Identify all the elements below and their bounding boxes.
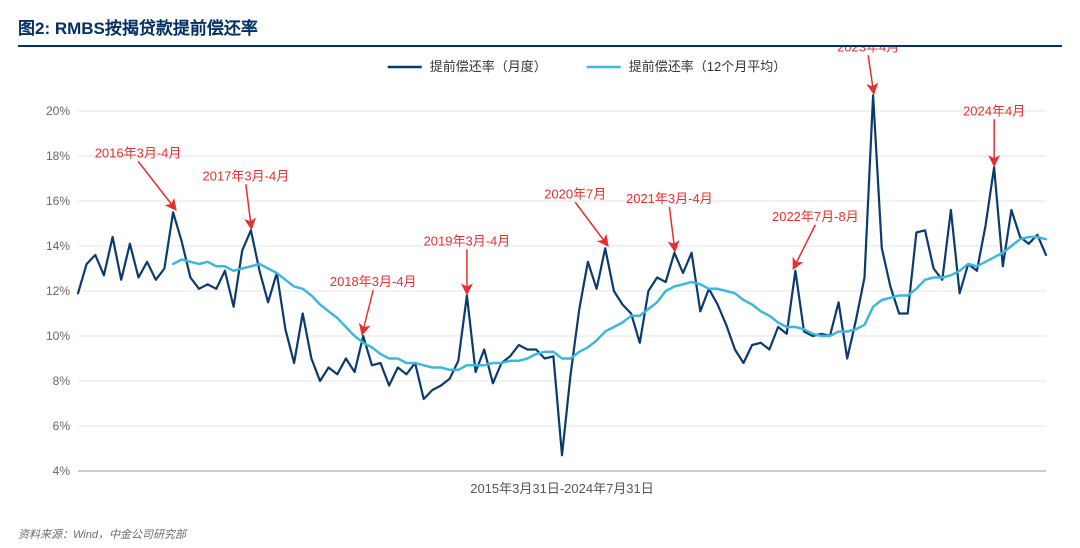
y-tick: 6% [53,419,1046,433]
svg-text:12%: 12% [46,284,70,298]
svg-text:8%: 8% [53,374,71,388]
series-avg12 [173,237,1046,370]
annotation-arrow [246,184,251,224]
y-tick: 14% [46,239,1046,253]
annotation-arrow [363,290,373,330]
annotation-label: 2020年7月 [544,186,606,201]
source-line: 资料来源：Wind，中金公司研究部 [18,526,186,542]
annotation-arrow [138,161,173,206]
annotation-label: 2016年3月-4月 [95,145,182,160]
y-tick: 8% [53,374,1046,388]
svg-text:18%: 18% [46,149,70,163]
annotation-arrow [669,207,674,247]
svg-text:10%: 10% [46,329,70,343]
series-monthly [78,95,1046,455]
annotation-label: 2019年3月-4月 [424,234,511,249]
legend-label: 提前偿还率（12个月平均） [629,59,786,74]
annotation-arrow [575,202,605,242]
annotation-label: 2024年4月 [963,103,1025,118]
chart-title: 图2: RMBS按揭贷款提前偿还率 [18,10,1062,47]
svg-text:4%: 4% [53,464,71,478]
legend-label: 提前偿还率（月度） [430,59,547,74]
annotation-arrow [868,55,873,89]
y-tick: 10% [46,329,1046,343]
annotation-label: 2023年4月 [837,47,899,54]
svg-text:16%: 16% [46,194,70,208]
legend: 提前偿还率（月度） 提前偿还率（12个月平均） [388,59,786,74]
chart-area: 4% 6% 8% 10% 12% 14% 16% 18% 20% 2015年3月31日-2024年… [18,47,1062,517]
annotation-label: 2022年7月-8月 [772,209,859,224]
x-axis-label: 2015年3月31日-2024年7月31日 [470,481,654,496]
svg-text:6%: 6% [53,419,71,433]
y-tick: 20% [46,104,1046,118]
y-tick: 18% [46,149,1046,163]
svg-text:14%: 14% [46,239,70,253]
annotation-label: 2021年3月-4月 [626,191,713,206]
svg-text:20%: 20% [46,104,70,118]
annotation-label: 2018年3月-4月 [330,274,417,289]
annotation-arrow [795,225,815,265]
annotation-label: 2017年3月-4月 [202,168,289,183]
